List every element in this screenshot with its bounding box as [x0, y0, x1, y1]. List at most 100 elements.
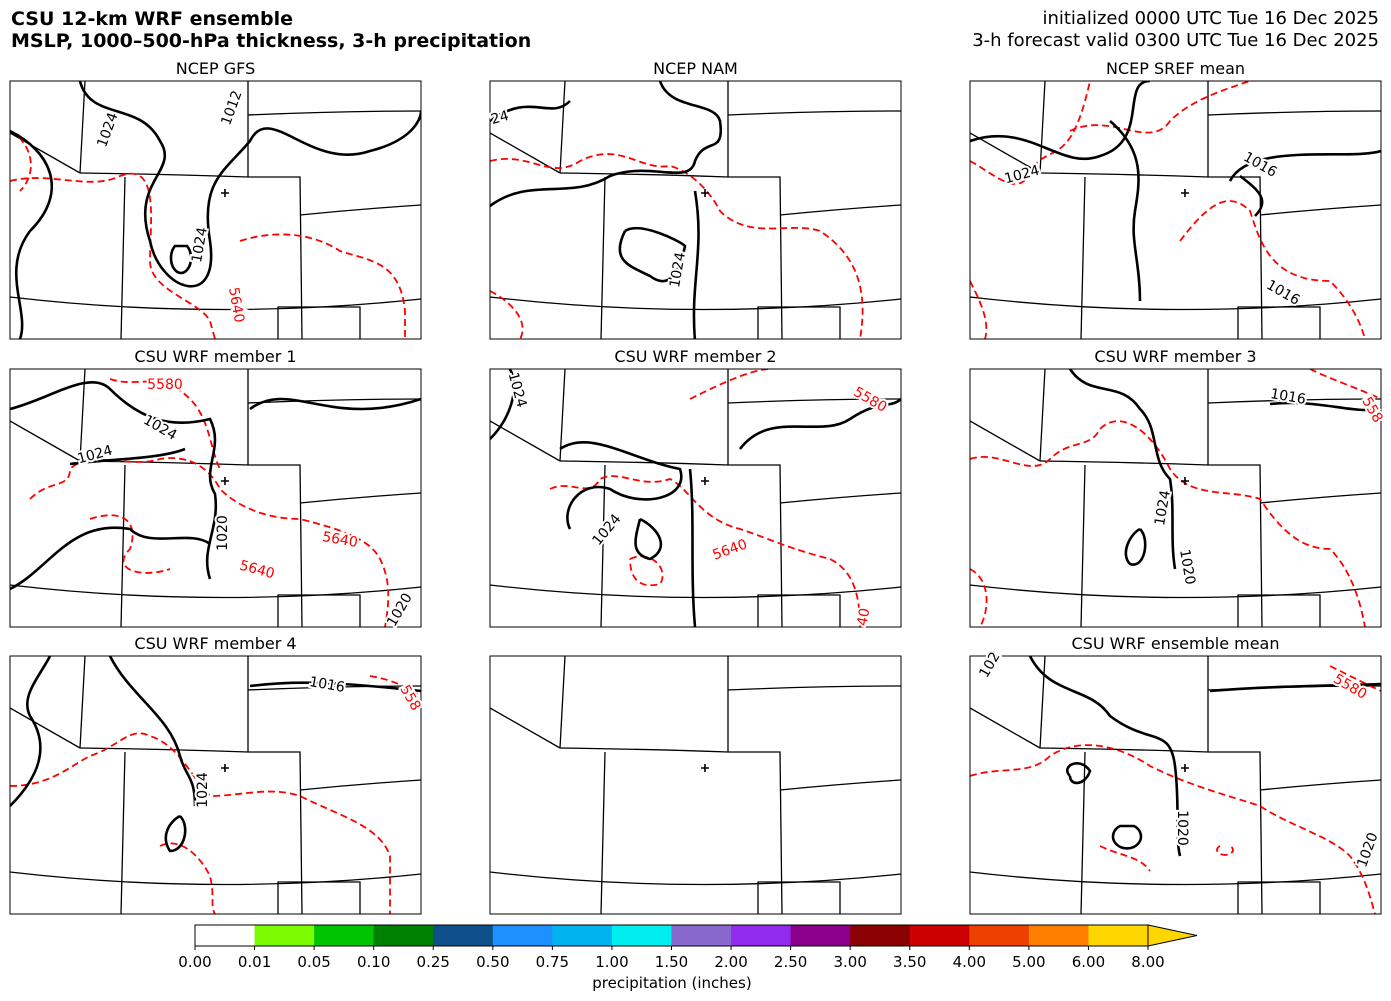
- map-panel: NCEP NAM: [489, 59, 902, 340]
- contour-label: 1024: [189, 226, 211, 264]
- map-content: [490, 81, 901, 339]
- state-border: [1208, 751, 1263, 914]
- state-border: [1237, 594, 1321, 627]
- state-border: [559, 656, 566, 749]
- contour-label: 1024: [195, 772, 211, 808]
- colorbar-tick-label: 3.50: [893, 953, 926, 971]
- colorbar-tick-label: 6.00: [1072, 953, 1105, 971]
- contour-label: 1024: [94, 110, 121, 149]
- state-border: [79, 81, 86, 174]
- panel-frame: [489, 655, 902, 915]
- contour-label: 5580: [851, 384, 890, 416]
- mslp-contour: [78, 81, 421, 288]
- map-panel: [489, 655, 902, 915]
- thickness-contour: [970, 568, 988, 627]
- panel-frame: [969, 368, 1382, 628]
- colorbar-segment: [790, 925, 851, 946]
- mslp-contour: [10, 526, 211, 591]
- thickness-contour: [490, 290, 524, 339]
- state-border: [1080, 751, 1086, 914]
- contour-label: 1024: [505, 371, 530, 410]
- contour-label: 5640: [225, 286, 247, 324]
- thickness-contour: [1069, 81, 1251, 134]
- mslp-contour: [1111, 824, 1143, 850]
- figure-subtitle: MSLP, 1000–500-hPa thickness, 3-h precip…: [11, 30, 531, 52]
- state-border: [970, 871, 1381, 886]
- panel-title: CSU WRF member 2: [614, 347, 776, 366]
- state-border: [779, 779, 901, 791]
- thickness-contour: [109, 378, 221, 470]
- location-marker: [701, 477, 709, 485]
- thickness-contour: [1329, 665, 1381, 692]
- colorbar-segment: [314, 925, 375, 946]
- state-border: [10, 871, 421, 886]
- mslp-contour: [1228, 149, 1381, 182]
- colorbar-label: precipitation (inches): [592, 974, 751, 992]
- colorbar-segment: [254, 925, 315, 946]
- colorbar-tick-label: 0.10: [357, 953, 390, 971]
- location-marker: [221, 477, 229, 485]
- mslp-contour: [10, 656, 52, 807]
- thickness-contour: [89, 514, 171, 574]
- state-border: [1039, 747, 1209, 753]
- state-border: [1039, 172, 1209, 178]
- mslp-contour: [618, 226, 687, 283]
- location-marker: [701, 764, 709, 772]
- mslp-contour: [10, 381, 218, 580]
- colorbar-segment: [373, 925, 434, 946]
- state-border: [757, 306, 841, 339]
- map-content: [970, 369, 1381, 627]
- thickness-contour: [689, 369, 771, 400]
- panel-title: CSU WRF member 1: [134, 347, 296, 366]
- contour-label: 1024: [1152, 489, 1174, 527]
- mslp-contour: [692, 190, 700, 339]
- state-border: [490, 420, 561, 462]
- state-border: [1237, 306, 1321, 339]
- map-content: [970, 656, 1381, 914]
- panel-frame: [9, 80, 422, 340]
- map-content: [490, 656, 901, 914]
- contour-label: 1016: [308, 674, 346, 696]
- state-border: [970, 132, 1041, 174]
- state-border: [600, 751, 606, 914]
- panel-frame: [969, 655, 1382, 915]
- thickness-contour: [10, 130, 32, 192]
- colorbar-tick-label: 8.00: [1131, 953, 1164, 971]
- mslp-contour: [1109, 120, 1142, 302]
- state-border: [277, 306, 361, 339]
- contour-label: 1024: [76, 443, 115, 468]
- contour-label: 1024: [589, 511, 624, 549]
- state-border: [1259, 492, 1381, 504]
- panel-frame: [969, 80, 1382, 340]
- contour-label: 1024: [141, 412, 180, 444]
- state-border: [248, 464, 303, 627]
- map-panel: NCEP SREF mean: [969, 59, 1382, 340]
- colorbar-segment: [195, 925, 256, 946]
- state-border: [1237, 881, 1321, 914]
- mslp-contour: [634, 517, 663, 561]
- map-panel: CSU WRF ensemble mean: [969, 634, 1382, 915]
- mslp-contour: [164, 814, 187, 853]
- colorbar-tick-label: 1.00: [595, 953, 628, 971]
- state-border: [1039, 656, 1046, 749]
- mslp-contour: [1068, 369, 1177, 570]
- colorbar-tick-label: 0.75: [536, 953, 569, 971]
- contour-label: 1020: [1354, 831, 1381, 870]
- contour-label: 1020: [1176, 548, 1198, 586]
- state-border: [1207, 110, 1381, 116]
- map-panel: NCEP GFS: [9, 59, 422, 340]
- colorbar-tick-label: 0.01: [238, 953, 271, 971]
- state-border: [779, 492, 901, 504]
- mslp-contour: [69, 447, 186, 466]
- colorbar: 0.00 0.01 0.05 0.10 0.25 0.50 0.75 1.00 1.50 2.00…: [178, 924, 1198, 971]
- contour-label: 1016: [1264, 277, 1303, 309]
- map-content: [970, 81, 1381, 339]
- contour-label: 5640: [321, 529, 359, 551]
- state-border: [757, 881, 841, 914]
- thickness-contour: [970, 81, 1091, 185]
- thickness-contour: [970, 744, 1376, 914]
- state-border: [559, 369, 566, 462]
- colorbar-segment: [850, 925, 911, 946]
- colorbar-tick-label: 2.50: [774, 953, 807, 971]
